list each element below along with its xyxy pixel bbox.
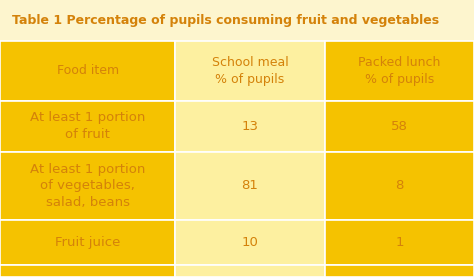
Text: 13: 13 xyxy=(242,120,258,133)
Bar xyxy=(0,220,175,265)
Text: Packed lunch
% of pupils: Packed lunch % of pupils xyxy=(358,56,440,86)
Text: At least 1 portion
of fruit: At least 1 portion of fruit xyxy=(30,111,146,141)
Text: 81: 81 xyxy=(242,179,258,192)
Bar xyxy=(325,152,474,220)
Text: 1: 1 xyxy=(395,236,403,249)
Bar xyxy=(175,152,325,220)
Bar xyxy=(175,41,325,101)
Bar xyxy=(0,152,175,220)
Bar xyxy=(0,265,175,277)
Text: 10: 10 xyxy=(242,236,258,249)
Text: Table 1 Percentage of pupils consuming fruit and vegetables: Table 1 Percentage of pupils consuming f… xyxy=(12,14,439,27)
Bar xyxy=(325,41,474,101)
Bar xyxy=(325,101,474,152)
Bar xyxy=(325,265,474,277)
Text: 58: 58 xyxy=(391,120,408,133)
Bar xyxy=(175,220,325,265)
Bar xyxy=(175,101,325,152)
Bar xyxy=(325,220,474,265)
Text: School meal
% of pupils: School meal % of pupils xyxy=(212,56,288,86)
Bar xyxy=(0,0,474,41)
Text: Fruit juice: Fruit juice xyxy=(55,236,120,249)
Bar xyxy=(0,41,175,101)
Bar xyxy=(175,265,325,277)
Text: 8: 8 xyxy=(395,179,403,192)
Text: Food item: Food item xyxy=(56,64,119,77)
Bar xyxy=(0,101,175,152)
Text: At least 1 portion
of vegetables,
salad, beans: At least 1 portion of vegetables, salad,… xyxy=(30,163,146,209)
